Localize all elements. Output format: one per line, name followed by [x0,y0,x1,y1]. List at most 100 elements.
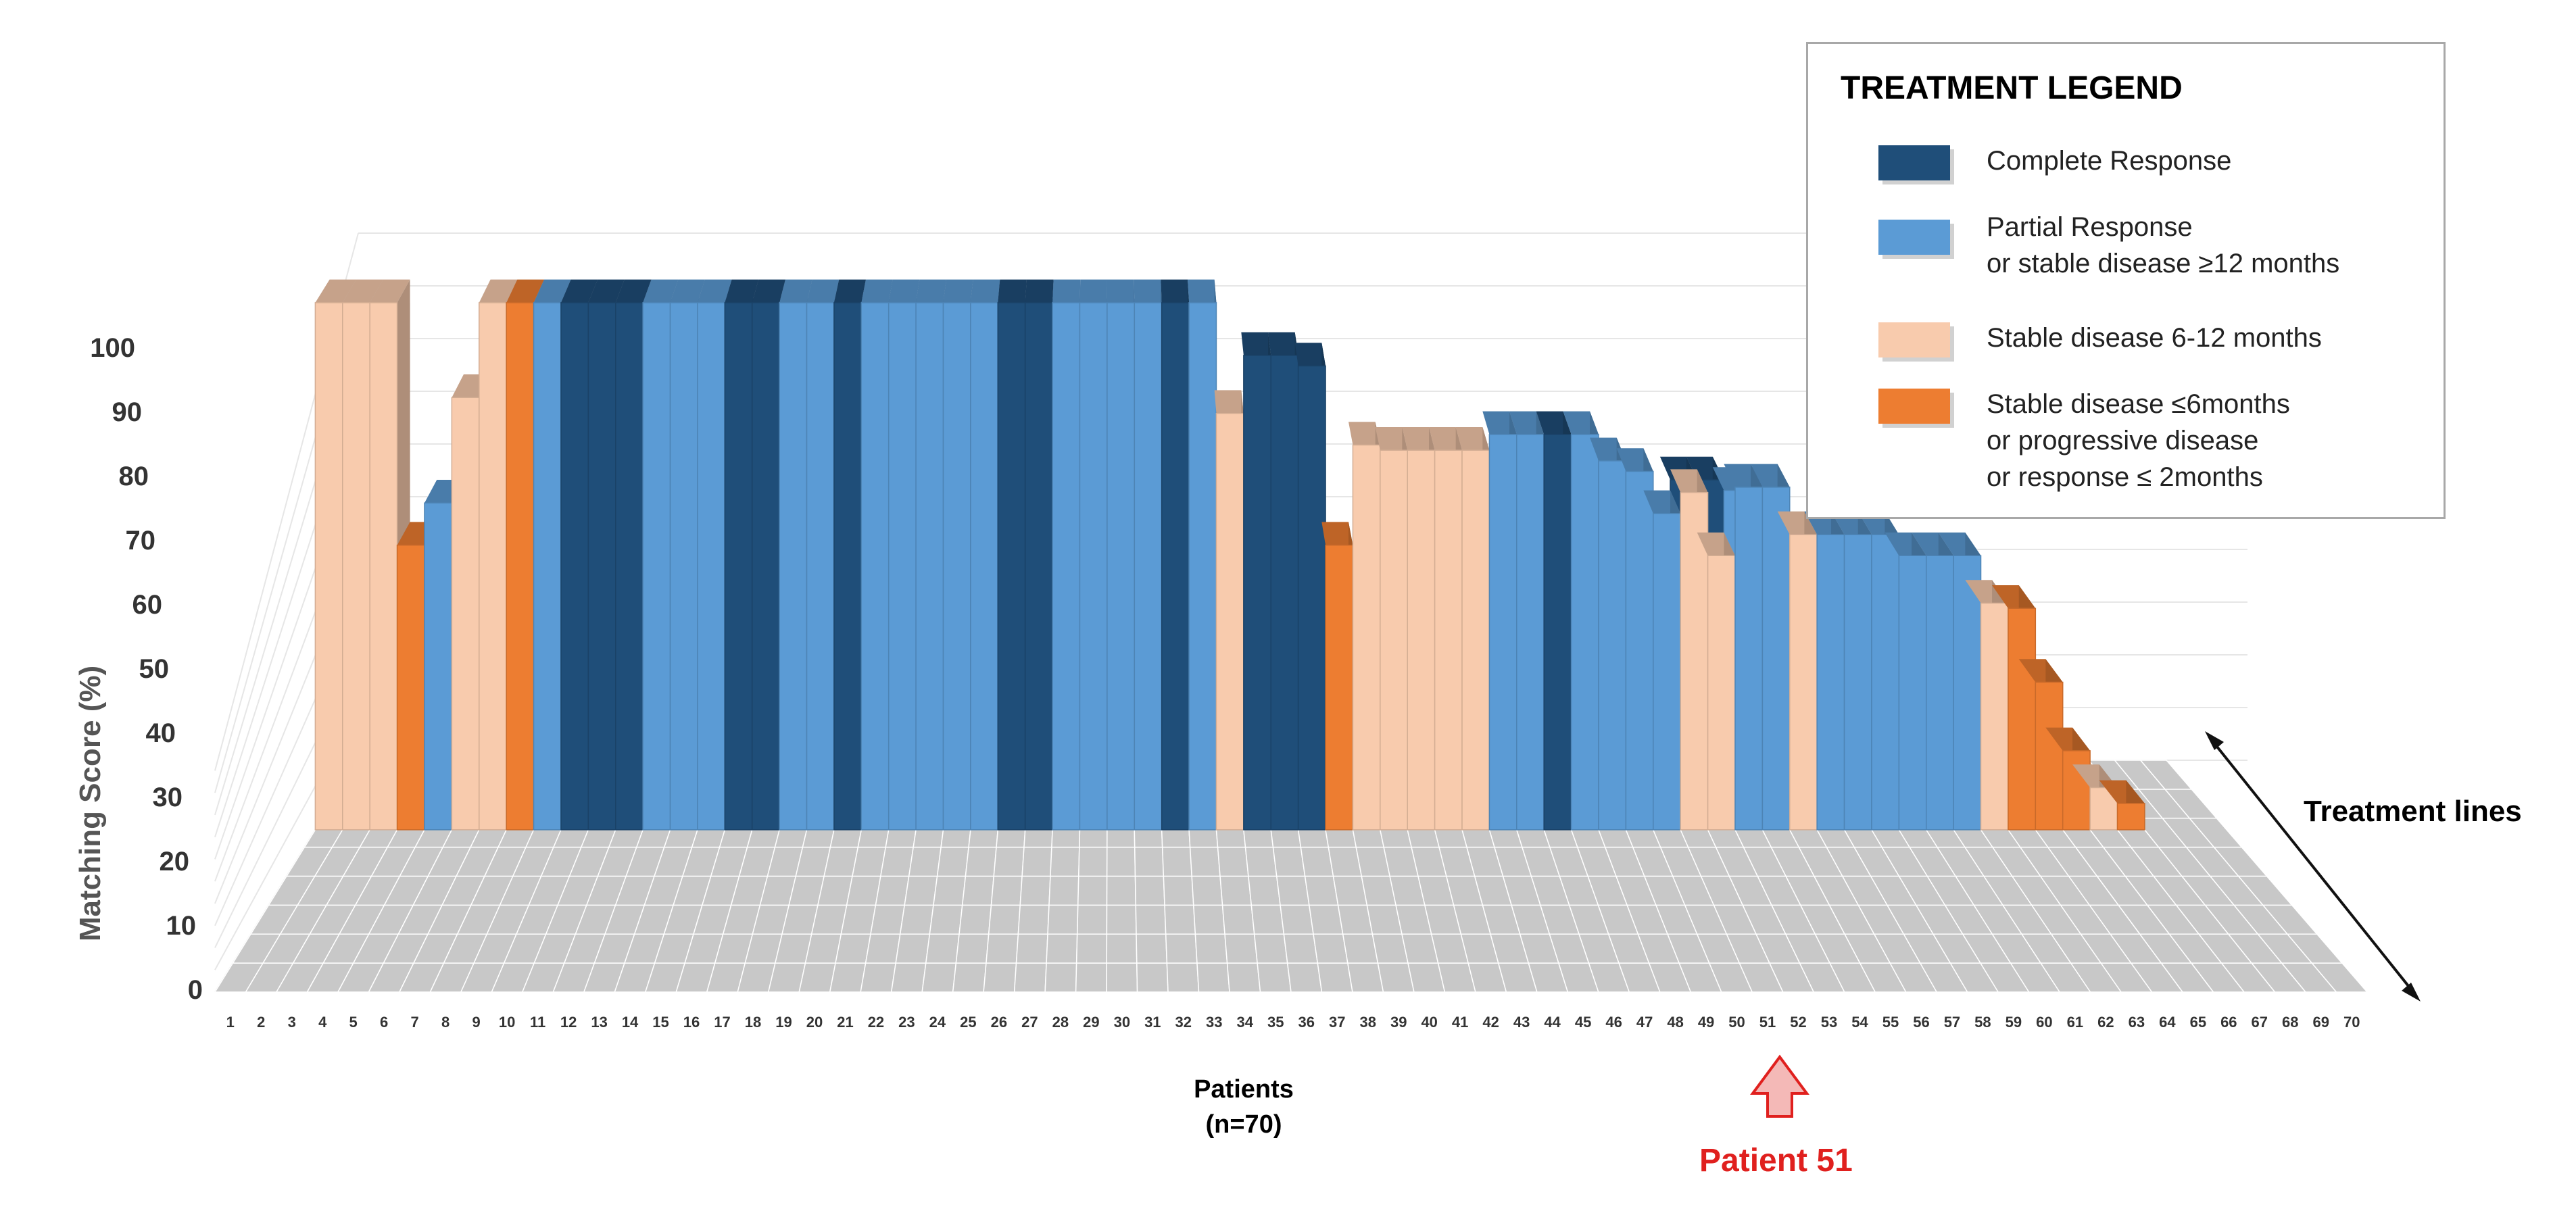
floor-cell [1192,904,1225,935]
floor-cell [1106,962,1138,993]
legend-swatch-cr [1878,145,1950,180]
bar-top [370,279,410,303]
bar-top [752,279,785,303]
x-tick-label: 4 [318,1014,327,1031]
x-tick-label: 24 [929,1014,946,1031]
x-tick-label: 44 [1544,1014,1561,1031]
floor-cell [993,846,1025,877]
floor-cell [860,962,897,993]
bar-front [2062,750,2091,831]
floor-cell [1015,933,1048,964]
x-tick-label: 48 [1667,1014,1683,1031]
bar-top [1536,411,1572,435]
y-tick-label: 20 [160,847,190,876]
bar-top [1321,522,1353,545]
x-tick-label: 12 [560,1014,577,1031]
floor-cell [965,846,997,877]
x-tick-label: 57 [1944,1014,1960,1031]
x-tick-label: 61 [2067,1014,2083,1031]
floor-cell [1250,904,1285,935]
y-tick-label: 90 [112,397,143,427]
bar-top [1348,422,1380,445]
floor-cell [1134,846,1165,877]
treatment-lines-arrowhead-top [2205,731,2224,750]
floor-cell [1283,933,1319,964]
bar-front [1543,434,1572,831]
bar-front [1407,449,1436,831]
bar-front [424,502,453,831]
x-tick-label: 60 [2036,1014,2052,1031]
floor-cell [890,962,927,993]
floor-cell [852,846,887,877]
x-tick-label: 25 [960,1014,976,1031]
bars-group [314,279,2145,831]
floor-cell [2139,760,2193,790]
bar-top [588,279,625,303]
bar-front [1297,365,1326,831]
floor-cell [1194,933,1228,964]
bar-top [1134,279,1162,303]
bar-front [860,302,890,831]
x-tick-label: 22 [868,1014,884,1031]
legend-text-pr: Partial Response or stable disease ≥12 m… [1987,212,2340,278]
x-tick-label: 29 [1083,1014,1099,1031]
x-tick-label: 63 [2129,1014,2145,1031]
floor-cell [1257,962,1292,993]
bar-front [1598,460,1627,831]
x-axis-title-sub: (n=70) [1205,1110,1282,1139]
bar-front [1079,302,1108,831]
x-tick-label: 19 [775,1014,792,1031]
floor-cell [904,875,938,906]
bar-top [1563,411,1599,435]
floor-cell [1196,962,1230,993]
bar-top [861,279,893,303]
y-tick-label: 60 [132,590,163,620]
x-tick-label: 23 [898,1014,915,1031]
bar-front [1243,355,1271,831]
x-tick-label: 46 [1605,1014,1622,1031]
bar-front [479,302,507,831]
floor-cell [1308,904,1344,935]
legend-swatch-sd [1878,322,1950,357]
legend-text-cr: Complete Response [1987,146,2232,176]
floor-cell [840,904,877,935]
y-tick-label: 100 [90,333,135,363]
floor-cell [983,962,1017,993]
x-tick-label: 41 [1452,1014,1468,1031]
bar-front [1680,491,1709,831]
bar-front [1215,412,1244,831]
x-tick-label: 53 [1821,1014,1837,1031]
bar-front [806,302,835,831]
bar-front [1380,449,1408,831]
floor-cell [1219,875,1253,906]
y-tick-label: 10 [166,911,197,941]
x-tick-label: 50 [1728,1014,1745,1031]
bar-top [1025,279,1054,303]
bar-front [1898,555,1927,831]
bar-top [1052,279,1081,303]
x-tick-label: 58 [1974,1014,1991,1031]
floor-cell [804,933,842,964]
floor-cell [990,875,1023,906]
x-tick-label: 2 [257,1014,265,1031]
floor-cell [1313,933,1348,964]
x-tick-label: 1 [226,1014,235,1031]
bar-front [1461,449,1490,831]
bar-front [1024,302,1053,831]
x-tick-label: 16 [683,1014,700,1031]
x-tick-label: 6 [380,1014,388,1031]
floor-cell [936,846,969,877]
bar-front [2008,608,2037,831]
z-axis-title: Treatment lines [2304,795,2522,828]
x-tick-label: 70 [2343,1014,2360,1031]
floor-cell [865,933,901,964]
bar-front [1161,302,1190,831]
treatment-lines-arrow [2208,735,2418,997]
y-axis-title: Matching Score (%) [74,665,107,942]
x-tick-label: 7 [411,1014,419,1031]
bar-front [1653,513,1681,831]
floor-cell [1013,962,1047,993]
bar-front [1052,302,1081,831]
x-tick-label: 28 [1052,1014,1069,1031]
